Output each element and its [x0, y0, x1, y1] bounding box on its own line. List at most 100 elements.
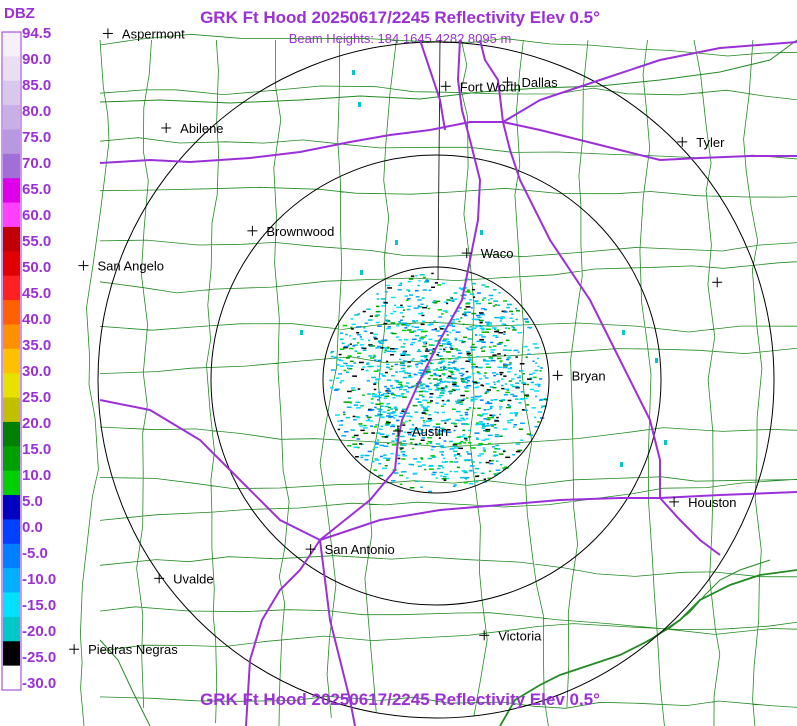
echo-pixel [376, 432, 381, 434]
echo-pixel [458, 307, 462, 309]
echo-pixel [443, 386, 448, 389]
echo-pixel [391, 424, 395, 426]
echo-pixel [474, 467, 480, 470]
echo-pixel [479, 327, 485, 330]
echo-pixel [384, 314, 388, 317]
echo-pixel [464, 387, 469, 389]
echo-pixel [408, 324, 411, 326]
echo-pixel [343, 369, 347, 372]
echo-pixel [425, 385, 430, 388]
city-marker: Bryan [552, 368, 606, 383]
echo-pixel [529, 388, 535, 391]
echo-pixel [375, 379, 379, 381]
echo-pixel [515, 450, 521, 453]
echo-pixel [380, 373, 384, 375]
echo-pixel [517, 449, 523, 452]
echo-pixel [402, 422, 406, 424]
echo-pixel [503, 331, 506, 333]
echo-pixel [359, 425, 363, 427]
echo-pixel [471, 367, 474, 370]
echo-pixel [468, 311, 471, 314]
echo-pixel [415, 274, 418, 277]
echo-pixel [480, 230, 483, 235]
echo-pixel [460, 394, 465, 397]
echo-pixel [482, 297, 487, 299]
echo-pixel [409, 294, 414, 296]
echo-pixel [482, 422, 486, 425]
echo-pixel [481, 284, 486, 286]
echo-pixel [451, 325, 456, 327]
echo-pixel [431, 329, 436, 331]
echo-pixel [380, 347, 385, 349]
echo-pixel [413, 307, 419, 309]
echo-pixel [435, 368, 439, 370]
echo-pixel [395, 240, 398, 245]
echo-pixel [360, 405, 365, 407]
echo-pixel [476, 396, 481, 398]
echo-pixel [374, 415, 379, 417]
echo-pixel [411, 341, 416, 344]
echo-pixel [422, 320, 425, 323]
echo-pixel [373, 336, 377, 339]
echo-pixel [348, 347, 354, 350]
echo-pixel [417, 340, 421, 342]
echo-pixel [497, 366, 503, 368]
city-label: San Angelo [97, 259, 164, 274]
echo-pixel [444, 422, 447, 424]
echo-pixel [441, 389, 445, 392]
echo-pixel [399, 474, 404, 477]
echo-pixel [449, 377, 453, 379]
echo-pixel [437, 362, 442, 365]
echo-pixel [426, 425, 431, 427]
echo-pixel [458, 352, 463, 354]
echo-pixel [470, 346, 473, 348]
echo-pixel [412, 447, 415, 450]
legend-label: -25.0 [22, 649, 56, 666]
echo-pixel [483, 409, 487, 411]
echo-pixel [407, 298, 411, 300]
echo-pixel [436, 411, 440, 414]
echo-pixel [452, 319, 456, 321]
echo-pixel [471, 318, 477, 320]
echo-pixel [396, 325, 399, 327]
echo-pixel [499, 373, 503, 376]
echo-pixel [416, 428, 421, 430]
echo-pixel [493, 289, 497, 291]
echo-pixel [421, 362, 424, 365]
echo-pixel [384, 385, 387, 388]
echo-pixel [470, 399, 474, 401]
echo-pixel [381, 436, 385, 438]
echo-pixel [386, 327, 391, 330]
echo-pixel [455, 402, 460, 404]
echo-pixel [523, 383, 527, 385]
echo-pixel [504, 354, 507, 356]
echo-pixel [436, 386, 439, 389]
echo-pixel [375, 443, 380, 445]
echo-pixel [485, 461, 490, 464]
echo-pixel [475, 318, 480, 321]
echo-pixel [492, 386, 497, 389]
echo-pixel [468, 359, 472, 361]
echo-pixel [462, 429, 466, 432]
echo-pixel [465, 303, 470, 305]
echo-pixel [377, 414, 382, 416]
echo-pixel [422, 390, 426, 392]
echo-pixel [438, 321, 441, 324]
echo-pixel [410, 275, 415, 277]
echo-pixel [402, 424, 406, 426]
echo-pixel [507, 371, 511, 373]
echo-pixel [460, 441, 463, 443]
echo-pixel [439, 328, 444, 330]
echo-pixel [436, 433, 442, 436]
echo-pixel [424, 359, 427, 362]
echo-pixel [355, 401, 361, 404]
legend-swatch [3, 202, 20, 228]
echo-pixel [447, 418, 451, 420]
echo-pixel [455, 385, 459, 387]
echo-pixel [356, 326, 361, 328]
echo-pixel [506, 357, 511, 359]
echo-pixel [516, 324, 521, 326]
echo-pixel [333, 356, 337, 359]
echo-pixel [465, 370, 469, 373]
echo-pixel [437, 379, 441, 381]
